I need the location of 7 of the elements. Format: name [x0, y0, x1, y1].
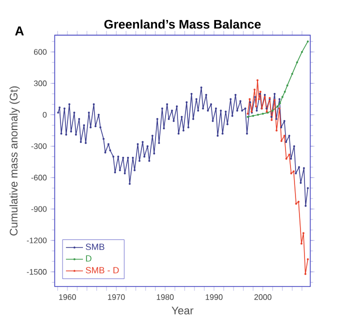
legend-label: SMB [86, 244, 104, 250]
legend-label: D [86, 256, 92, 262]
y-axis-title: Cumulative mass anomaly (Gt) [10, 86, 20, 236]
x-axis-title: Year [172, 307, 194, 315]
text: A [15, 26, 24, 36]
chart-title: Greenland’s Mass Balance [104, 20, 261, 29]
legend-label: SMB - D [86, 267, 119, 274]
